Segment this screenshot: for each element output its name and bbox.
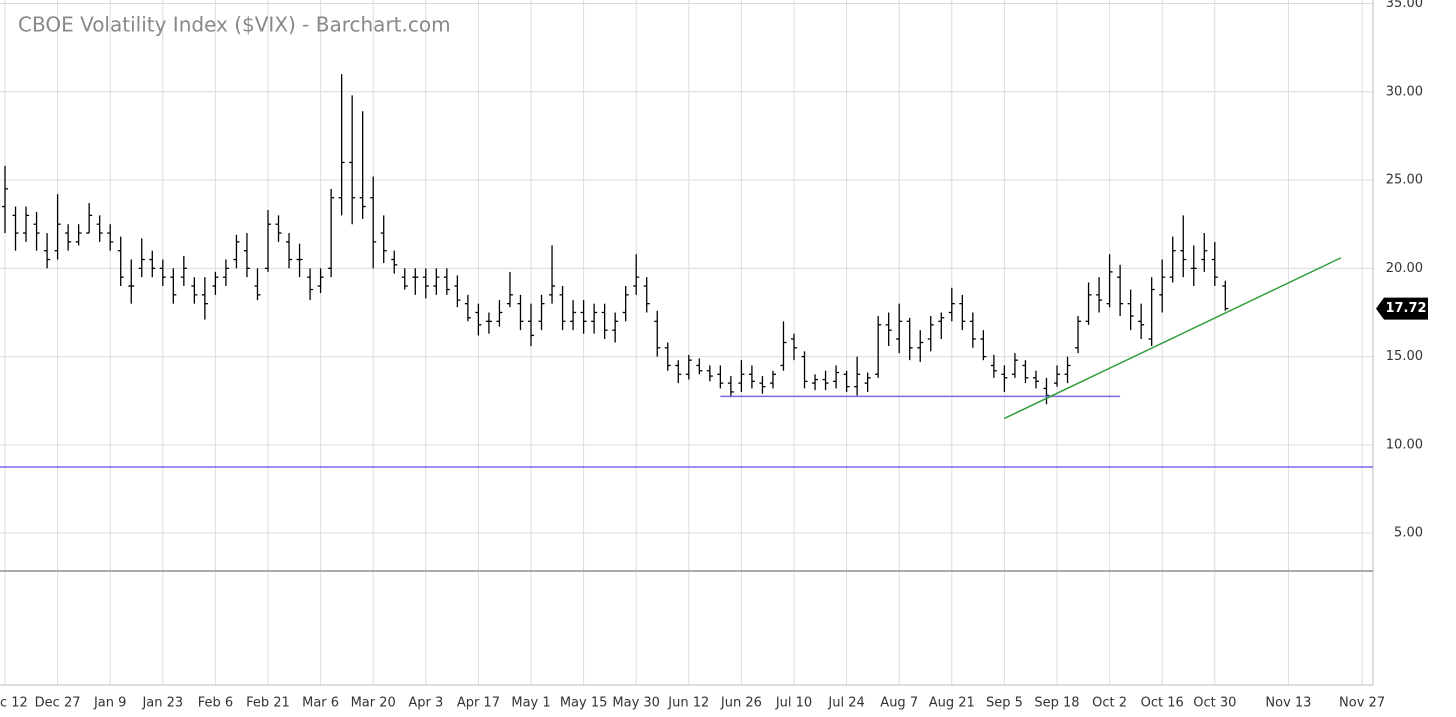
x-tick-label: Feb 21 bbox=[246, 696, 290, 711]
x-tick-label: Jul 24 bbox=[827, 696, 864, 711]
x-tick-label: Sep 5 bbox=[986, 696, 1023, 711]
x-tick-label: Mar 20 bbox=[351, 696, 396, 711]
x-tick-label: Oct 30 bbox=[1193, 696, 1236, 711]
x-tick-label: Nov 27 bbox=[1339, 696, 1385, 711]
x-tick-label: Jul 10 bbox=[775, 696, 812, 711]
x-tick-label: Mar 6 bbox=[302, 696, 339, 711]
y-tick-label: 10.00 bbox=[1386, 437, 1423, 452]
x-tick-label: Jun 12 bbox=[667, 696, 709, 711]
x-tick-label: May 15 bbox=[560, 696, 608, 711]
x-tick-label: c 12 bbox=[0, 696, 28, 711]
trend-line bbox=[1004, 257, 1342, 420]
y-tick-label: 30.00 bbox=[1386, 84, 1423, 99]
x-tick-label: Dec 27 bbox=[35, 696, 81, 711]
x-tick-label: Apr 3 bbox=[408, 696, 443, 711]
chart-title: CBOE Volatility Index ($VIX) - Barchart.… bbox=[18, 13, 451, 37]
y-tick-label: 35.00 bbox=[1386, 0, 1423, 11]
x-tick-label: Sep 18 bbox=[1034, 696, 1079, 711]
last-price-box bbox=[1376, 297, 1428, 320]
last-price-label: 17.72 bbox=[1385, 301, 1426, 316]
x-tick-label: Aug 21 bbox=[929, 696, 975, 711]
labels: 5.00 10.00 15.00 20.00 25.00 30.00 35.00 c 12 De… bbox=[0, 0, 1428, 711]
x-tick-label: Aug 7 bbox=[880, 696, 918, 711]
x-tick-label: Jun 26 bbox=[720, 696, 762, 711]
x-tick-label: Jan 23 bbox=[141, 696, 183, 711]
x-tick-label: Oct 2 bbox=[1092, 696, 1127, 711]
x-tick-label: Feb 6 bbox=[198, 696, 233, 711]
y-tick-label: 25.00 bbox=[1386, 173, 1423, 188]
marks bbox=[0, 74, 1373, 468]
x-tick-label: Oct 16 bbox=[1141, 696, 1184, 711]
y-tick-label: 5.00 bbox=[1394, 526, 1423, 541]
x-tick-label: May 1 bbox=[511, 696, 550, 711]
y-tick-label: 20.00 bbox=[1386, 261, 1423, 276]
x-tick-label: Apr 17 bbox=[457, 696, 500, 711]
x-tick-label: Nov 13 bbox=[1265, 696, 1311, 711]
x-tick-label: May 30 bbox=[612, 696, 660, 711]
x-tick-label: Jan 9 bbox=[93, 696, 126, 711]
y-tick-label: 15.00 bbox=[1386, 349, 1423, 364]
